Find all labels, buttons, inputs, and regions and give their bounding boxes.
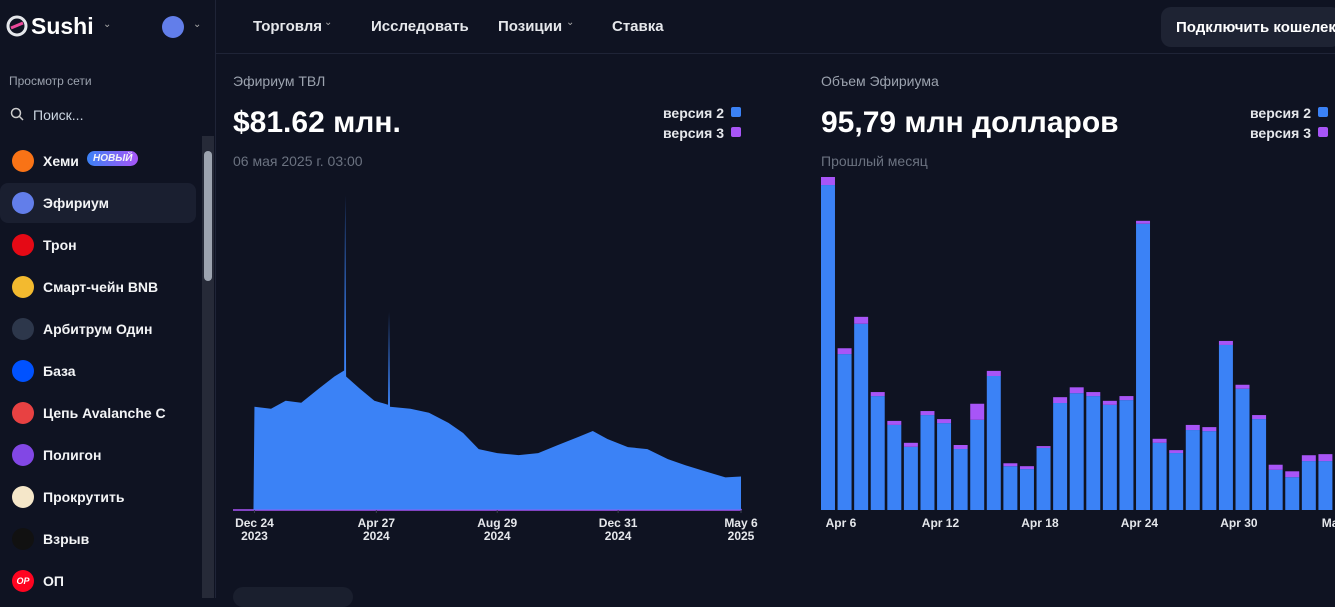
bar-segment: [904, 443, 918, 447]
bar-segment: [1169, 453, 1183, 510]
bar-segment: [1285, 471, 1299, 477]
bar-segment: [871, 396, 885, 510]
bar-segment: [1103, 401, 1117, 405]
x-tick-label: May 6: [1322, 516, 1335, 530]
x-tick-label: Apr 30: [1220, 516, 1258, 530]
bar-segment: [904, 447, 918, 510]
bar-segment: [838, 348, 852, 354]
bar-segment: [887, 425, 901, 510]
bar-segment: [1302, 455, 1316, 461]
bar-segment: [1252, 419, 1266, 510]
bar-segment: [1236, 389, 1250, 510]
x-tick-label: Apr 24: [1121, 516, 1159, 530]
bar-segment: [1003, 466, 1017, 510]
bar-segment: [1318, 454, 1332, 461]
bar-segment: [937, 423, 951, 510]
x-tick-label: Aug 29: [477, 516, 517, 530]
bar-segment: [1269, 470, 1283, 510]
legend-label: версия 3: [1250, 125, 1311, 141]
chart-title: Объем Эфириума: [821, 73, 939, 89]
bar-segment: [1269, 465, 1283, 470]
bar-segment: [987, 376, 1001, 510]
bar-segment: [987, 371, 1001, 376]
legend-swatch: [1318, 107, 1328, 117]
x-tick-label: Apr 18: [1021, 516, 1059, 530]
headline-value: $81.62 млн.: [233, 106, 401, 139]
bar-segment: [854, 317, 868, 324]
bar-segment: [871, 392, 885, 396]
bar-segment: [1086, 392, 1100, 396]
bar-segment: [1136, 224, 1150, 510]
bar-segment: [1136, 221, 1150, 224]
bar-segment: [920, 411, 934, 415]
bar-segment: [1003, 463, 1017, 466]
bar-segment: [821, 185, 835, 510]
chart-annotation: Прошлый месяц: [821, 153, 928, 169]
bar-segment: [1252, 415, 1266, 419]
legend-swatch: [731, 107, 741, 117]
bar-segment: [1037, 448, 1051, 510]
legend-swatch: [1318, 127, 1328, 137]
bar-segment: [1186, 425, 1200, 430]
x-tick-label: 2024: [484, 529, 511, 543]
x-tick-label: 2023: [241, 529, 268, 543]
chart-title: Эфириум ТВЛ: [233, 73, 325, 89]
bar-segment: [1070, 393, 1084, 510]
bar-segment: [1020, 466, 1034, 469]
area: [233, 195, 741, 510]
bar-segment: [1070, 387, 1084, 393]
bar-segment: [1053, 403, 1067, 510]
bar-segment: [920, 415, 934, 510]
bar-segment: [1219, 341, 1233, 345]
bar-segment: [1202, 431, 1216, 510]
bar-segment: [1285, 477, 1299, 510]
bar-segment: [1153, 443, 1167, 510]
bar-segment: [821, 177, 835, 185]
bar-segment: [1119, 400, 1133, 510]
bar-segment: [1186, 430, 1200, 510]
legend-swatch: [731, 127, 741, 137]
bar-segment: [1202, 427, 1216, 431]
bar-segment: [1020, 469, 1034, 510]
bar-segment: [1236, 385, 1250, 389]
x-tick-label: May 6: [724, 516, 758, 530]
bar-segment: [1318, 461, 1332, 510]
bar-segment: [1103, 405, 1117, 510]
bar-segment: [838, 354, 852, 510]
x-tick-label: Dec 24: [235, 516, 274, 530]
bar-segment: [1169, 450, 1183, 453]
bar-segment: [937, 419, 951, 423]
chart-annotation: 06 мая 2025 г. 03:00: [233, 153, 363, 169]
bar-segment: [954, 449, 968, 510]
bar-segment: [1119, 396, 1133, 400]
bar-segment: [1037, 446, 1051, 448]
x-tick-label: Apr 27: [358, 516, 396, 530]
x-tick-label: 2024: [363, 529, 390, 543]
legend-label: версия 2: [663, 105, 724, 121]
bar-segment: [887, 421, 901, 425]
bar-segment: [970, 404, 984, 420]
bar-segment: [854, 324, 868, 510]
bar-segment: [1302, 461, 1316, 510]
bar-segment: [954, 445, 968, 449]
legend-label: версия 3: [663, 125, 724, 141]
bar-segment: [1053, 397, 1067, 403]
legend-label: версия 2: [1250, 105, 1311, 121]
x-tick-label: 2025: [728, 529, 755, 543]
headline-value: 95,79 млн долларов: [821, 106, 1119, 139]
bar-segment: [1219, 345, 1233, 510]
x-tick-label: Apr 12: [922, 516, 960, 530]
bar-segment: [1153, 439, 1167, 443]
x-tick-label: 2024: [605, 529, 632, 543]
x-tick-label: Apr 6: [826, 516, 857, 530]
bar-segment: [1086, 396, 1100, 510]
bar-segment: [970, 420, 984, 510]
x-tick-label: Dec 31: [599, 516, 638, 530]
